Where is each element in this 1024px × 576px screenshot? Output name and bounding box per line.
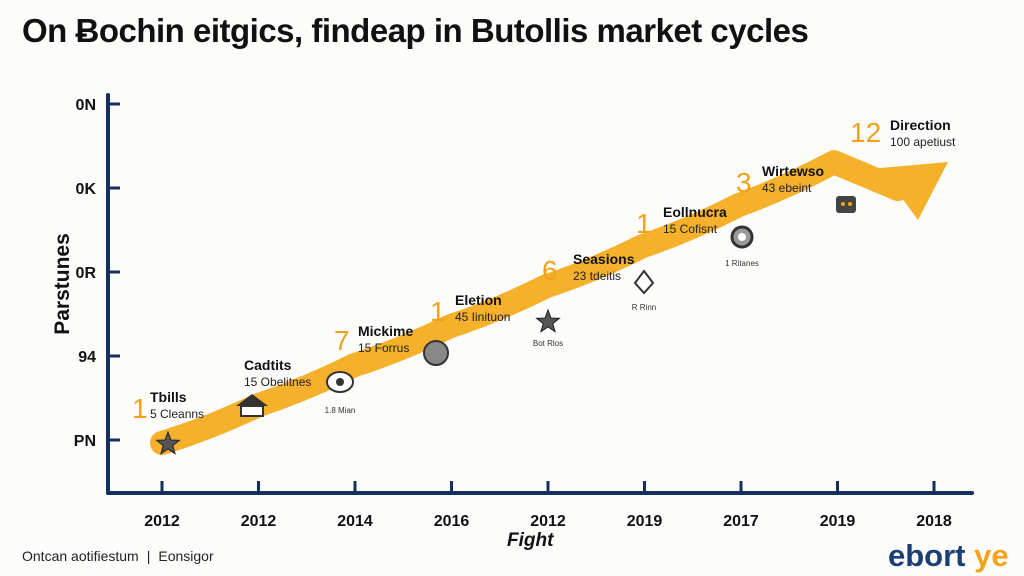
point-sublabel: 43 ebeint (762, 181, 812, 195)
data-point: 7 Mickime 15 Forrus 1.8 Mian (325, 323, 414, 415)
point-label: Wirtewso (762, 163, 824, 179)
y-tick-label: 0N (76, 97, 96, 114)
footer-credits: Ontcan aotifiestum | Eonsigor (22, 548, 214, 564)
point-sublabel: 45 Iinituon (455, 310, 510, 324)
point-sublabel: 100 apetiust (890, 135, 956, 149)
y-tick-label: 94 (78, 349, 96, 366)
point-number: 1 (430, 296, 446, 327)
footer-source: Ontcan aotifiestum (22, 548, 139, 564)
leaf-icon (633, 269, 655, 295)
x-tick-label: 2019 (820, 513, 856, 530)
point-sublabel: 23 tdeitis (573, 269, 621, 283)
star-icon (535, 308, 561, 333)
y-tick-label: PN (74, 433, 96, 450)
point-label: Tbills (150, 389, 187, 405)
point-number: 1 (636, 208, 652, 239)
brand-accent: ye (974, 538, 1009, 573)
data-point: 3 Wirtewso 43 ebeint 1 Ritanes (725, 163, 824, 268)
point-number: 7 (334, 325, 350, 356)
y-tick-label: 0K (76, 181, 97, 198)
brand-logo: ebort ye (888, 538, 1009, 574)
point-number: 1 (132, 393, 148, 424)
x-tick-label: 2014 (337, 513, 373, 530)
x-tick-label: 2018 (916, 513, 952, 530)
data-point: 1 Eollnucra 15 Cofisnt R Rinn (632, 204, 727, 312)
point-sublabel: 15 Cofisnt (663, 222, 718, 236)
point-label: Seasions (573, 251, 635, 267)
axes: PN 94 0R 0K 0N 2012 2012 2014 2016 2012 2019 2017 20… (74, 93, 974, 530)
y-axis-label: Parstunes (50, 233, 74, 335)
point-label: Direction (890, 117, 951, 133)
trend-band (150, 150, 948, 455)
x-tick-label: 2019 (627, 513, 663, 530)
coin-icon (423, 340, 449, 366)
data-point: 1 Tbills 5 Cleanns (132, 389, 204, 455)
x-tick-label: 2012 (530, 513, 566, 530)
data-point: 12 Direction 100 apetiust (836, 117, 956, 213)
trend-arrowhead (880, 162, 948, 220)
data-point: 6 Seasions 23 tdeitis Bot Rlos (533, 251, 635, 348)
point-sublabel: 15 Obelitnes (244, 375, 311, 389)
bag-detail-icon (848, 202, 852, 206)
x-tick-label: 2012 (144, 513, 180, 530)
point-label: Mickime (358, 323, 413, 339)
point-tag: Bot Rlos (533, 339, 563, 348)
bag-icon (836, 196, 856, 213)
footer-separator: | (146, 548, 151, 564)
x-axis-label: Fight (507, 530, 554, 551)
y-tick-label: 0R (76, 265, 97, 282)
shield-center-icon (336, 378, 344, 386)
x-tick-label: 2017 (723, 513, 759, 530)
trend-line (150, 150, 910, 455)
point-number: 12 (850, 117, 881, 148)
chart-title: On Ƀochin eitgics, findeap in Butollis m… (22, 12, 809, 49)
house-icon (236, 394, 268, 406)
x-tick-label: 2016 (434, 513, 470, 530)
brand-text: ebort (888, 538, 966, 573)
point-number: 6 (542, 255, 558, 286)
point-sublabel: 5 Cleanns (150, 407, 204, 421)
data-point: 1 Eletion 45 Iinituon (423, 292, 510, 366)
gear-hub-icon (738, 233, 746, 241)
bag-detail-icon (841, 202, 845, 206)
point-label: Eollnucra (663, 204, 727, 220)
footer-author: Eonsigor (158, 548, 214, 564)
house-body-icon (240, 405, 264, 417)
point-tag: 1 Ritanes (725, 259, 759, 268)
x-tick-label: 2012 (241, 513, 277, 530)
point-label: Eletion (455, 292, 502, 308)
point-tag: 1.8 Mian (325, 406, 356, 415)
data-point: Cadtits 15 Obelitnes (236, 357, 311, 417)
star-icon (155, 430, 181, 455)
point-sublabel: 15 Forrus (358, 341, 409, 355)
point-tag: R Rinn (632, 303, 656, 312)
point-number: 3 (736, 167, 752, 198)
point-label: Cadtits (244, 357, 292, 373)
